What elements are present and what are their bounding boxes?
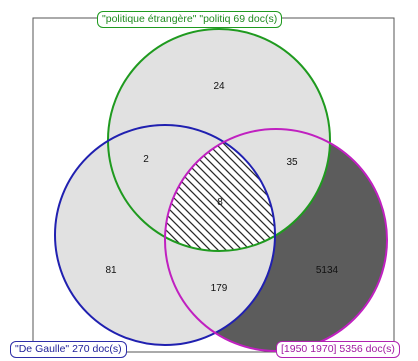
region-b-only-count: 81 <box>105 265 117 276</box>
region-bc-count: 179 <box>211 283 228 294</box>
region-ac-count: 35 <box>286 157 298 168</box>
region-a-only-count: 24 <box>213 81 225 92</box>
set-b-label[interactable]: "De Gaulle" 270 doc(s) <box>10 341 127 358</box>
region-abc-count: 8 <box>217 197 223 208</box>
region-c-only-count: 5134 <box>316 265 339 276</box>
set-a-label[interactable]: "politique étrangère" "politiq 69 doc(s) <box>97 11 283 28</box>
region-ab-count: 2 <box>143 154 149 165</box>
set-c-label[interactable]: [1950 1970] 5356 doc(s) <box>276 341 400 358</box>
set-b-circle[interactable] <box>54 124 276 346</box>
